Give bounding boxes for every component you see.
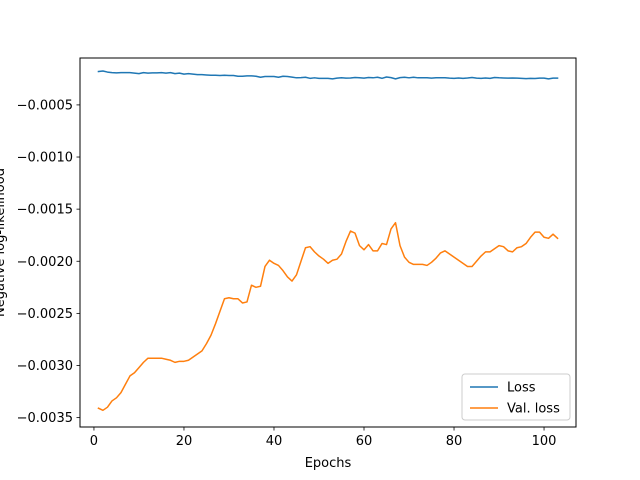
y-tick-label: −0.0005 — [17, 98, 73, 113]
y-tick-label: −0.0025 — [17, 307, 73, 322]
legend: Loss Val. loss — [461, 373, 571, 421]
x-tick-label: 20 — [176, 434, 193, 449]
y-axis-label: Negative log-likelihood — [0, 168, 8, 317]
plot-frame — [79, 57, 577, 428]
ticks-layer: 0 20 40 60 80 100 −0.0035 −0.0030 −0.0025 −0.0020… — [17, 98, 557, 449]
x-tick-label: 40 — [266, 434, 283, 449]
x-tick-label: 60 — [356, 434, 373, 449]
y-tick-label: −0.0030 — [17, 359, 73, 374]
y-tick-label: −0.0010 — [17, 151, 73, 166]
series-line-1 — [97, 221, 559, 412]
x-axis-label: Epochs — [305, 456, 352, 471]
y-tick-label: −0.0015 — [17, 203, 73, 218]
x-tick-label: 0 — [90, 434, 98, 449]
y-tick-label: −0.0035 — [17, 411, 73, 426]
series-layer — [97, 70, 559, 412]
x-tick-label: 80 — [446, 434, 463, 449]
legend-label-1: Val. loss — [507, 402, 560, 417]
y-tick-label: −0.0020 — [17, 255, 73, 270]
x-tick-label: 100 — [532, 434, 557, 449]
legend-label-0: Loss — [507, 381, 536, 396]
series-line-0 — [97, 70, 559, 80]
